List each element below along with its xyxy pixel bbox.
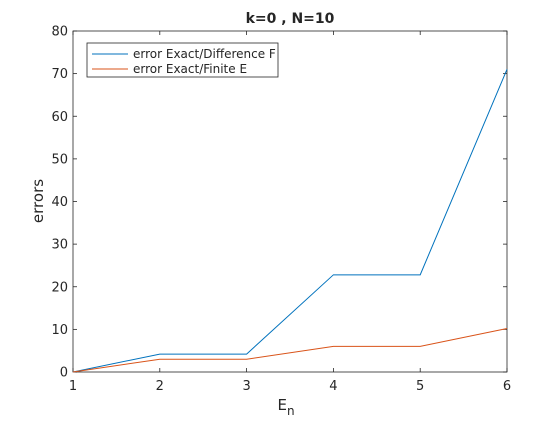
legend-box — [86, 42, 279, 78]
legend: error Exact/Difference F error Exact/Fin… — [86, 42, 279, 78]
chart-title: k=0 , N=10 — [246, 11, 335, 27]
y-tick-label: 50 — [51, 152, 68, 167]
y-tick-label: 60 — [51, 110, 68, 125]
x-tick-label: 6 — [503, 379, 511, 394]
x-axis-label: En — [277, 396, 294, 418]
x-tick-label: 4 — [329, 379, 337, 394]
x-axis-label-subscript: n — [287, 404, 295, 418]
x-tick-label: 1 — [69, 379, 77, 394]
plot-area — [72, 30, 508, 373]
legend-label-finite-e: error Exact/Finite E — [133, 62, 247, 76]
series-lines — [72, 69, 508, 373]
y-tick-label: 80 — [51, 25, 68, 40]
y-tick-label: 10 — [51, 323, 68, 338]
legend-label-difference-f: error Exact/Difference F — [133, 47, 276, 61]
y-axis-label: errors — [29, 179, 47, 223]
y-tick-label: 40 — [51, 195, 68, 210]
x-tick-label: 3 — [242, 379, 250, 394]
series-line-finite-e — [72, 328, 508, 373]
x-tick-label: 5 — [416, 379, 424, 394]
y-tick-label: 30 — [51, 238, 68, 253]
series-line-difference-f — [72, 69, 508, 373]
x-tick-label: 2 — [156, 379, 164, 394]
y-tick-label: 20 — [51, 280, 68, 295]
y-tick-label: 70 — [51, 67, 68, 82]
x-axis-label-main: E — [277, 396, 286, 414]
y-tick-label: 0 — [60, 366, 68, 381]
